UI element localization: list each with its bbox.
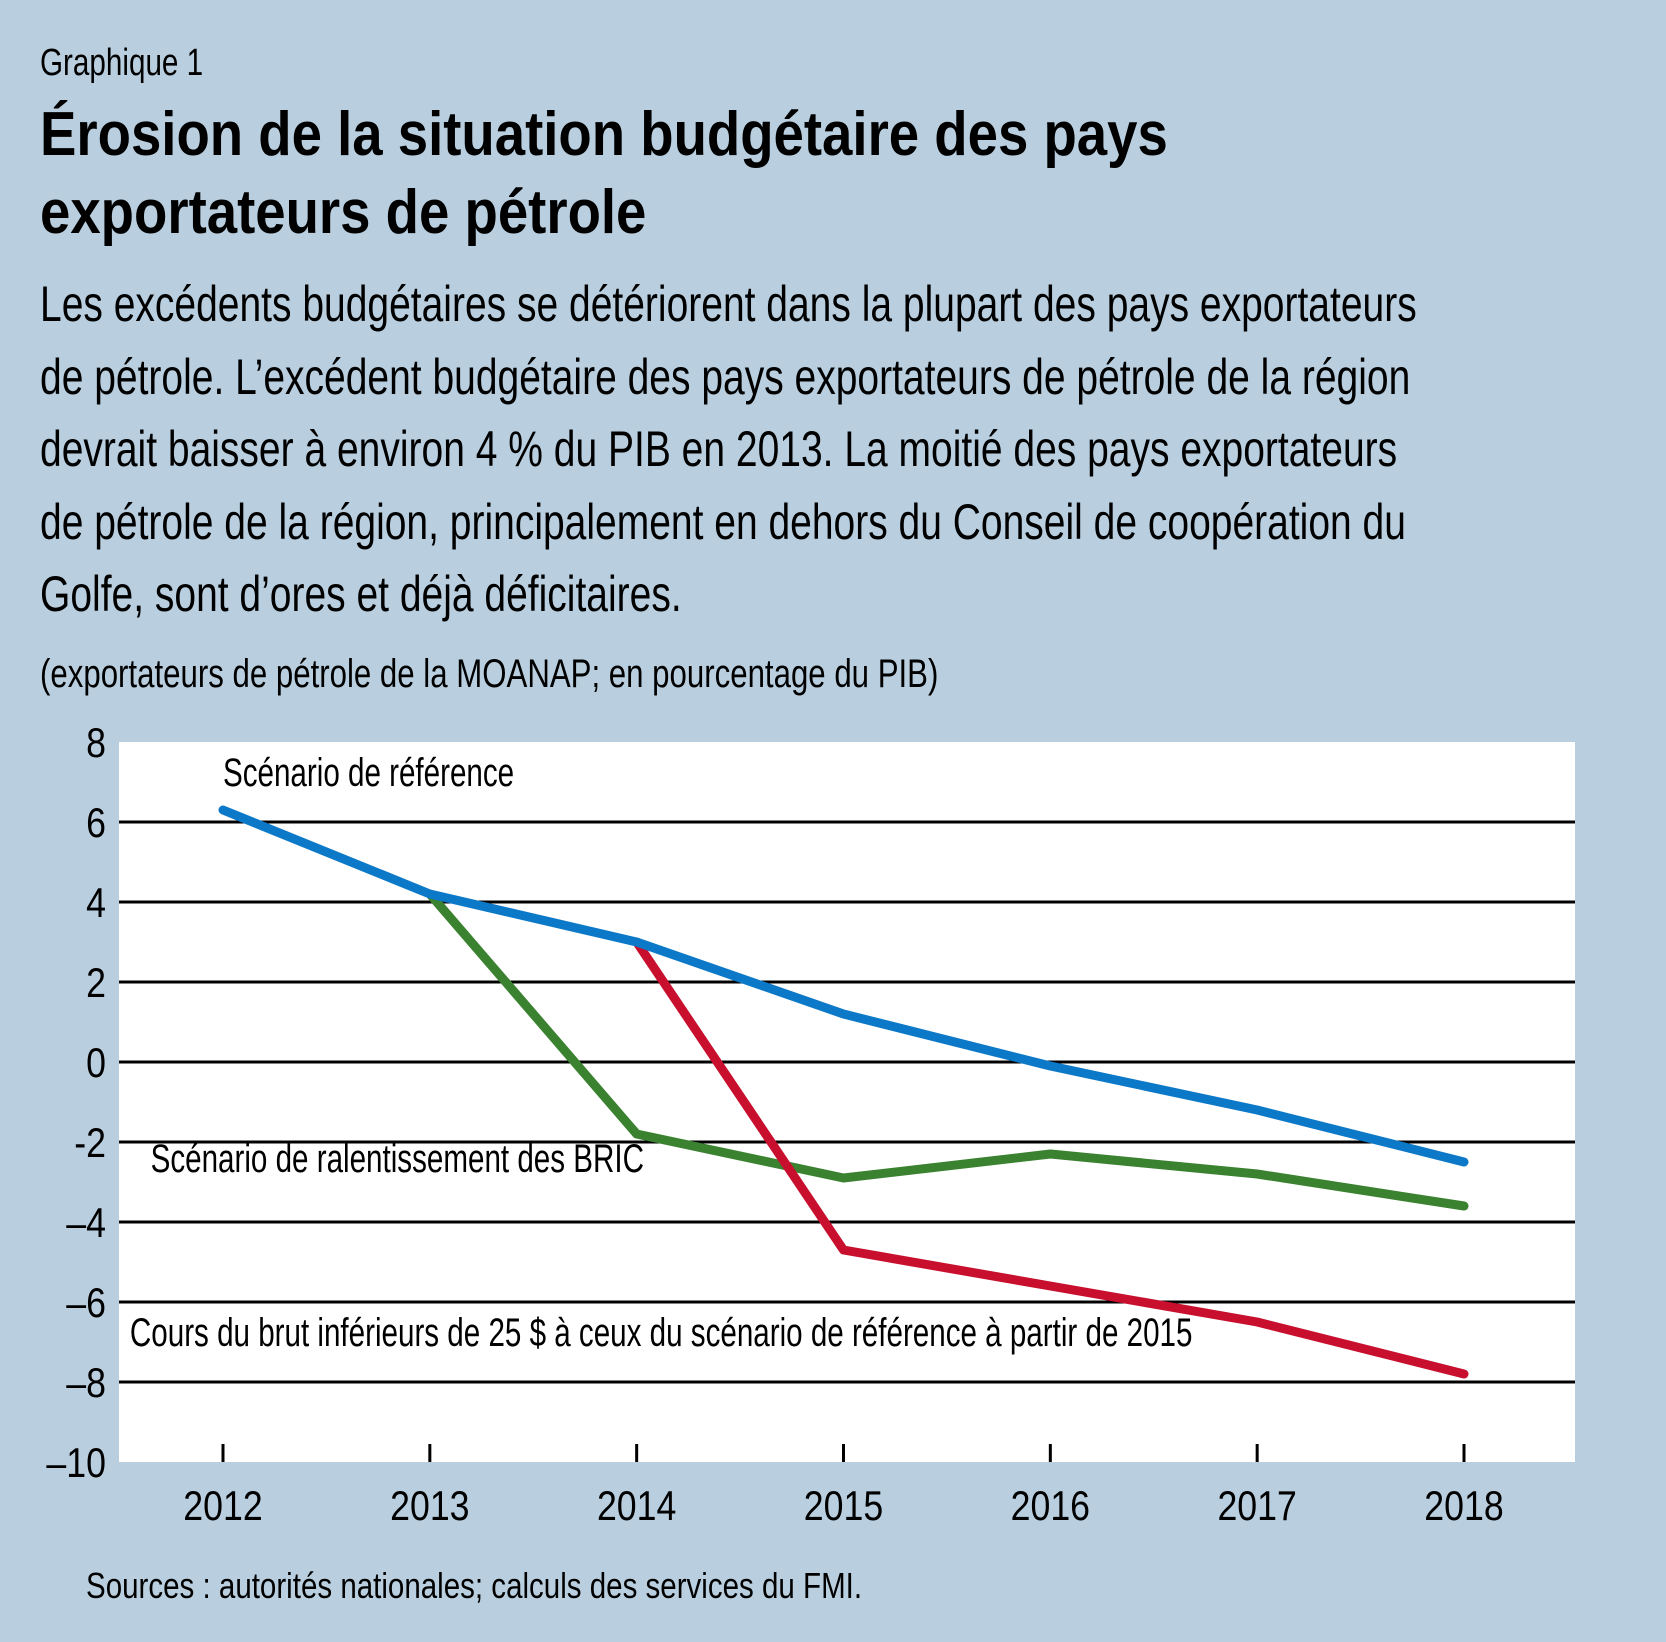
- x-tick-label: 2015: [804, 1483, 883, 1529]
- y-tick-label: –8: [66, 1360, 106, 1406]
- figure-label: Graphique 1: [40, 42, 204, 84]
- series-labels: Scénario de référence Scénario de ralenti…: [130, 751, 1193, 1355]
- x-tick-label: 2016: [1011, 1483, 1090, 1529]
- y-tick-label: 4: [86, 880, 106, 926]
- series-label-2: Cours du brut inférieurs de 25 $ à ceux …: [130, 1311, 1193, 1355]
- units-note: (exportateurs de pétrole de la MOANAP; e…: [40, 652, 939, 696]
- x-tick-label: 2013: [390, 1483, 469, 1529]
- series-label-1: Scénario de ralentissement des BRIC: [151, 1137, 644, 1181]
- series-line-0: [218, 805, 1469, 1167]
- series-lines: [218, 805, 1469, 1379]
- source-note: Sources : autorités nationales; calculs …: [86, 1565, 863, 1606]
- y-tick-label: –6: [66, 1280, 106, 1326]
- chart-title-line: Érosion de la situation budgétaire des p…: [40, 100, 1168, 169]
- chart-title: Érosion de la situation budgétaire des p…: [40, 96, 1168, 252]
- y-tick-label: –4: [66, 1200, 106, 1246]
- description-line: devrait baisser à environ 4 % du PIB en …: [40, 421, 1398, 477]
- description-line: de pétrole. L’excédent budgétaire des pa…: [40, 348, 1411, 405]
- x-axis: 2012 2013 2014 2015 2016 2017 2018: [183, 1444, 1504, 1530]
- x-tick-label: 2017: [1217, 1483, 1296, 1529]
- description-line: Golfe, sont d’ores et déjà déficitaires.: [40, 566, 682, 622]
- y-tick-label: -2: [74, 1120, 106, 1166]
- chart-title-line: exportateurs de pétrole: [40, 178, 647, 247]
- series-label-0: Scénario de référence: [223, 751, 514, 795]
- description-line: de pétrole de la région, principalement …: [40, 493, 1406, 550]
- y-tick-label: 8: [86, 720, 106, 766]
- series-line-1: [425, 889, 1469, 1211]
- y-tick-label: 2: [86, 960, 106, 1006]
- series-line-2: [632, 937, 1469, 1379]
- x-tick-label: 2014: [597, 1483, 676, 1529]
- y-tick-label: 6: [86, 800, 106, 846]
- y-tick-label: 0: [86, 1040, 106, 1086]
- x-tick-label: 2018: [1424, 1483, 1503, 1529]
- x-tick-label: 2012: [183, 1483, 262, 1529]
- y-tick-label: –10: [46, 1440, 106, 1486]
- y-axis-labels: 8 6 4 2 0 -2 –4 –6 –8 –10: [46, 720, 106, 1486]
- chart-description: Les excédents budgétaires se détériorent…: [40, 268, 1417, 631]
- description-line: Les excédents budgétaires se détériorent…: [40, 276, 1417, 332]
- gridlines: [119, 820, 1575, 1384]
